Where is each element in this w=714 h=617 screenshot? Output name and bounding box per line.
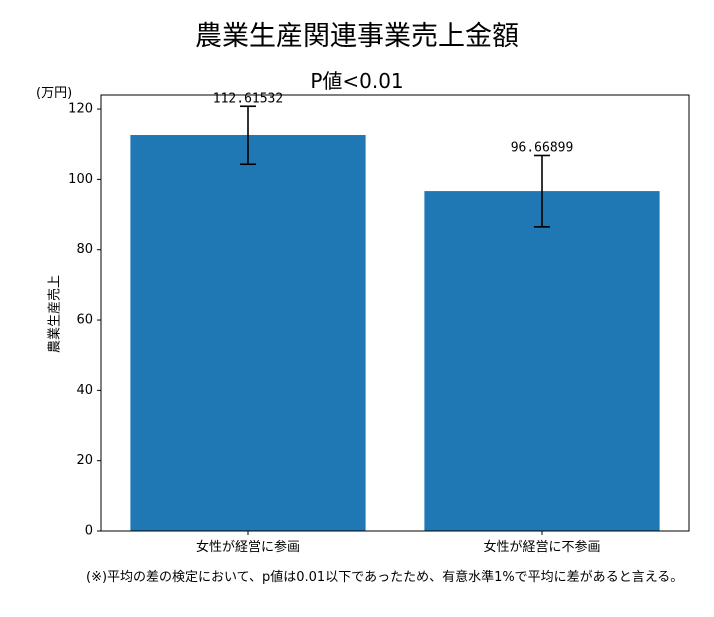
chart-title: 農業生産関連事業売上金額 bbox=[195, 21, 519, 52]
y-tick-label: 60 bbox=[76, 313, 93, 328]
plot-area: 112.61532 女性が経営に参画 96.66899 女性が経営に不参画 0 20 40 6… bbox=[68, 91, 690, 555]
bar bbox=[424, 191, 660, 531]
y-tick-label: 100 bbox=[68, 172, 93, 187]
y-tick-label: 40 bbox=[76, 383, 93, 398]
x-tick-label: 女性が経営に不参画 bbox=[483, 539, 600, 555]
data-label: 112.61532 bbox=[213, 91, 283, 106]
chart-subtitle: P値<0.01 bbox=[310, 69, 404, 93]
y-tick-label: 120 bbox=[68, 102, 93, 117]
footnote: (※)平均の差の検定において、p値は0.01以下であったため、有意水準1%で平均… bbox=[86, 570, 684, 585]
y-tick-label: 20 bbox=[76, 453, 93, 468]
y-tick-label: 0 bbox=[85, 524, 93, 539]
data-label: 96.66899 bbox=[511, 140, 574, 155]
y-tick-label: 80 bbox=[76, 242, 93, 257]
y-unit-label: (万円) bbox=[36, 86, 73, 101]
bar bbox=[130, 135, 366, 531]
plot-frame bbox=[100, 94, 690, 532]
y-axis-label: 農業生産売上 bbox=[47, 275, 63, 353]
x-tick-label: 女性が経営に参画 bbox=[196, 539, 300, 555]
